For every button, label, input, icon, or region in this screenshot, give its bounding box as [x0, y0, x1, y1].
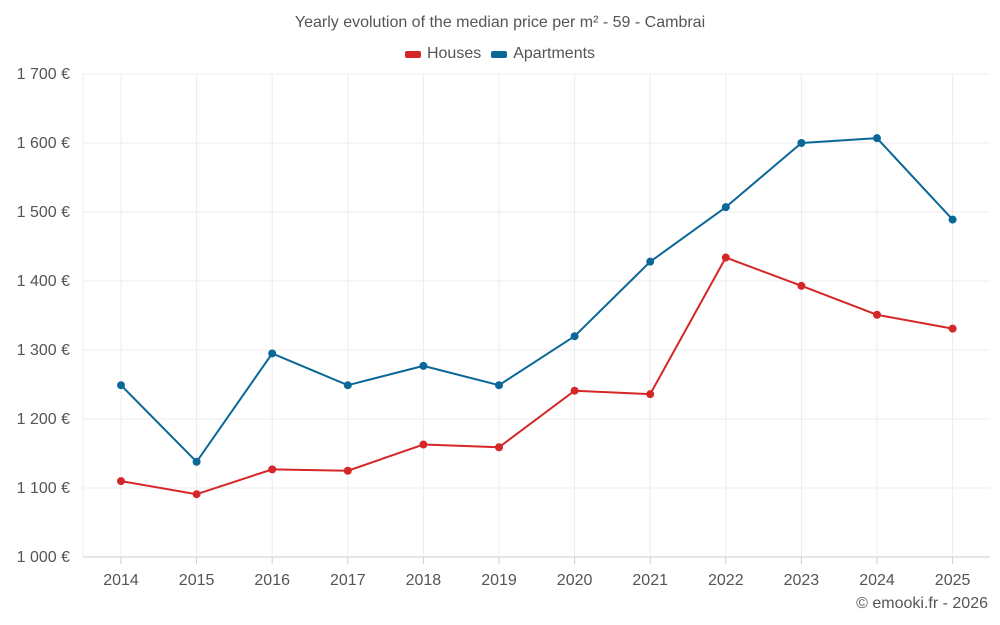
x-tick-label: 2017: [330, 572, 366, 589]
data-point-houses[interactable]: [268, 465, 277, 474]
data-point-apartments[interactable]: [721, 203, 730, 212]
y-tick-label: 1 000 €: [17, 549, 70, 566]
x-tick-label: 2018: [406, 572, 442, 589]
data-point-houses[interactable]: [570, 386, 579, 395]
data-point-houses[interactable]: [117, 477, 125, 486]
data-point-houses[interactable]: [873, 310, 881, 319]
legend-swatch-houses: [404, 50, 421, 58]
data-point-apartments[interactable]: [117, 381, 125, 390]
y-tick-label: 1 500 €: [17, 204, 70, 221]
credit-text: © emooki.fr - 2026: [856, 595, 988, 612]
data-point-houses[interactable]: [721, 253, 730, 262]
data-point-houses[interactable]: [495, 443, 503, 452]
x-tick-label: 2019: [481, 572, 517, 589]
x-tick-label: 2025: [935, 572, 971, 589]
data-point-apartments[interactable]: [873, 134, 881, 143]
x-tick-label: 2014: [103, 572, 139, 589]
series-line-houses: [120, 256, 953, 496]
x-tick-label: 2021: [632, 572, 668, 589]
data-point-houses[interactable]: [948, 324, 957, 333]
data-point-apartments[interactable]: [495, 381, 503, 390]
data-point-apartments[interactable]: [570, 332, 579, 341]
data-point-houses[interactable]: [343, 466, 352, 475]
x-tick-label: 2020: [557, 572, 593, 589]
data-point-apartments[interactable]: [268, 349, 277, 358]
legend-swatch-apartments: [491, 50, 508, 58]
legend-item-apartments[interactable]: Apartments: [491, 45, 595, 63]
legend-label-apartments: Apartments: [513, 45, 596, 62]
x-tick-label: 2024: [859, 572, 895, 589]
legend-item-houses[interactable]: Houses: [404, 45, 482, 63]
x-tick-label: 2015: [179, 572, 215, 589]
y-tick-label: 1 700 €: [17, 66, 70, 83]
data-point-apartments[interactable]: [948, 215, 957, 224]
y-tick-label: 1 600 €: [17, 135, 70, 152]
legend-label-houses: Houses: [426, 45, 482, 62]
data-point-apartments[interactable]: [797, 139, 806, 147]
y-tick-label: 1 400 €: [17, 273, 70, 290]
data-point-apartments[interactable]: [192, 457, 201, 466]
data-point-houses[interactable]: [192, 490, 201, 499]
y-tick-label: 1 300 €: [17, 342, 70, 359]
x-tick-label: 2022: [708, 572, 744, 589]
legend: Houses Apartments: [0, 45, 1000, 63]
series-line-apartments: [120, 137, 954, 463]
y-tick-label: 1 200 €: [17, 411, 70, 428]
x-tick-label: 2016: [254, 572, 290, 589]
data-point-apartments[interactable]: [419, 361, 428, 370]
data-point-houses[interactable]: [797, 281, 806, 290]
data-point-houses[interactable]: [419, 440, 428, 449]
data-point-apartments[interactable]: [343, 381, 352, 390]
data-point-houses[interactable]: [646, 390, 655, 399]
data-point-apartments[interactable]: [646, 257, 655, 266]
chart-title: Yearly evolution of the median price per…: [294, 14, 706, 31]
y-tick-label: 1 100 €: [17, 480, 70, 497]
x-tick-label: 2023: [784, 572, 820, 589]
